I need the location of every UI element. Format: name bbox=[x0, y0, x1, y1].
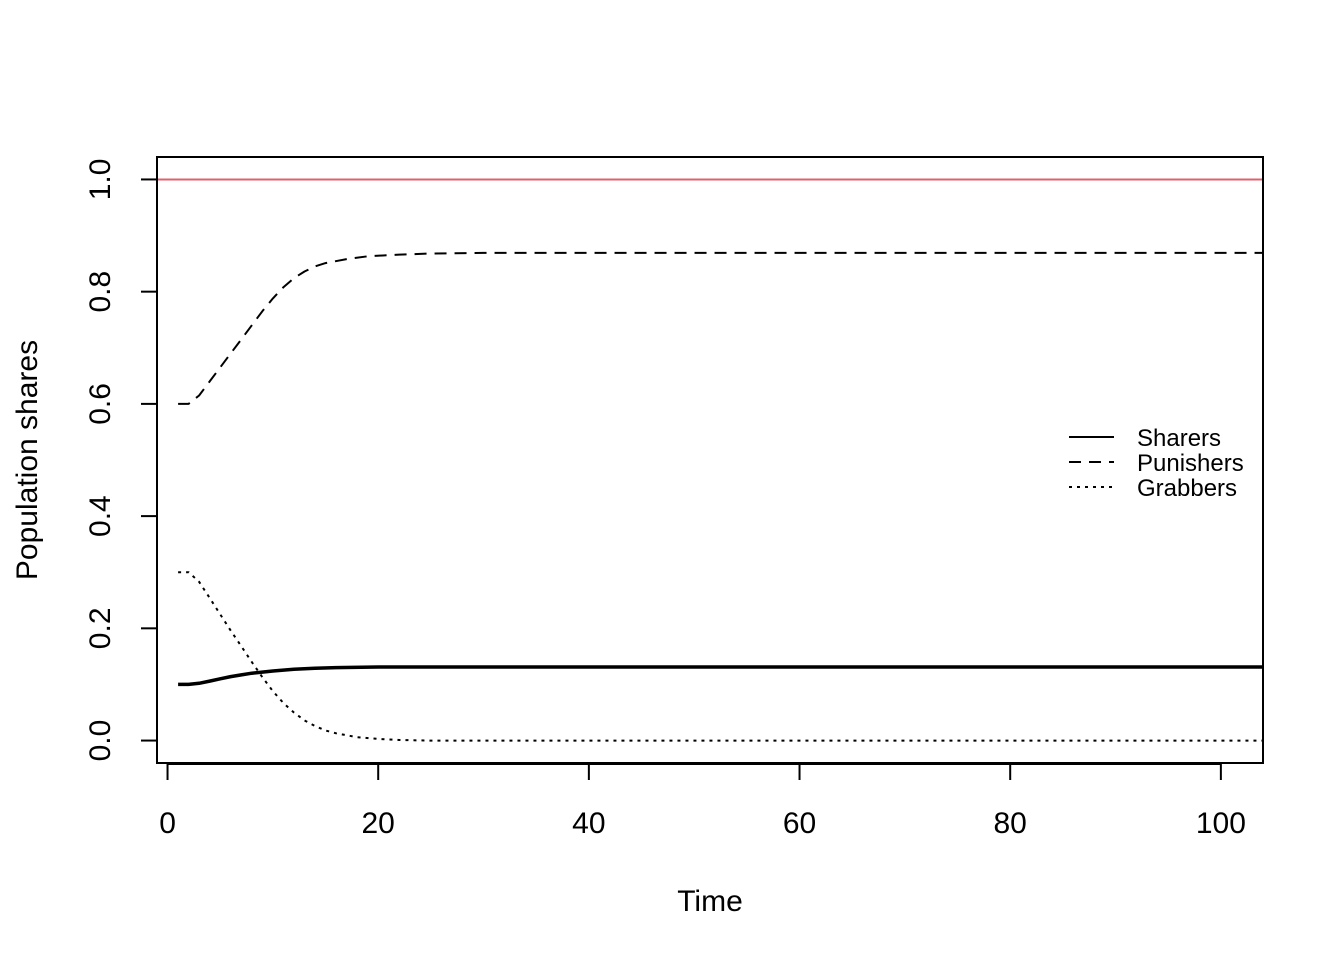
y-tick-label: 0.6 bbox=[84, 383, 117, 425]
x-tick-label: 40 bbox=[572, 807, 605, 840]
x-tick-label: 80 bbox=[994, 807, 1027, 840]
y-tick-label: 0.4 bbox=[84, 495, 117, 537]
x-axis-label: Time bbox=[677, 885, 743, 918]
x-tick-label: 20 bbox=[362, 807, 395, 840]
legend-label-grabbers: Grabbers bbox=[1137, 475, 1237, 502]
y-tick-label: 0.0 bbox=[84, 720, 117, 762]
series-line-grabbers bbox=[178, 571, 1263, 742]
x-tick-label: 100 bbox=[1196, 807, 1246, 840]
y-axis-label: Population shares bbox=[11, 340, 44, 580]
y-tick-label: 0.2 bbox=[84, 607, 117, 649]
series-layer bbox=[178, 251, 1263, 742]
y-tick-label: 1.0 bbox=[84, 159, 117, 201]
series-line-sharers bbox=[178, 665, 1263, 687]
x-tick-label: 0 bbox=[159, 807, 176, 840]
plot-frame bbox=[156, 156, 1264, 764]
axes-layer: 0 20 40 60 80 100 0.0 0.2 0.4 0.6 0.8 1.0 bbox=[84, 159, 1246, 840]
legend-label-punishers: Punishers bbox=[1137, 450, 1244, 477]
series-line-punishers bbox=[178, 251, 1263, 405]
legend-label-sharers: Sharers bbox=[1137, 425, 1221, 452]
x-tick-label: 60 bbox=[783, 807, 816, 840]
y-tick-label: 0.8 bbox=[84, 271, 117, 313]
